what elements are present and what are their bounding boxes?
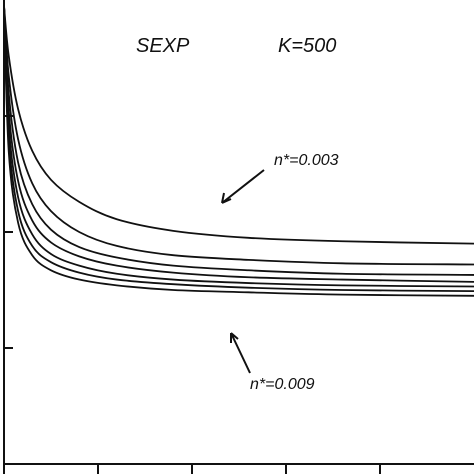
- annotation-model: SEXP: [136, 35, 190, 57]
- series-line-2: [3, 5, 474, 266]
- annotation-bottom-curve: n*=0.009: [250, 376, 315, 393]
- arrow-top-curve: [221, 169, 265, 204]
- arrow-bottom-curve: [230, 332, 251, 374]
- series-line-3: [3, 5, 474, 276]
- series-group: [3, 5, 474, 297]
- series-line-7: [3, 5, 474, 297]
- series-line-5: [3, 5, 474, 288]
- annotations: SEXP K=500 n*=0.003 n*=0.009: [136, 35, 339, 393]
- annotation-k: K=500: [278, 35, 336, 57]
- series-line-6: [3, 5, 474, 293]
- series-line-4: [3, 5, 474, 283]
- series-line-1: [3, 5, 474, 245]
- annotation-top-curve: n*=0.003: [274, 152, 339, 169]
